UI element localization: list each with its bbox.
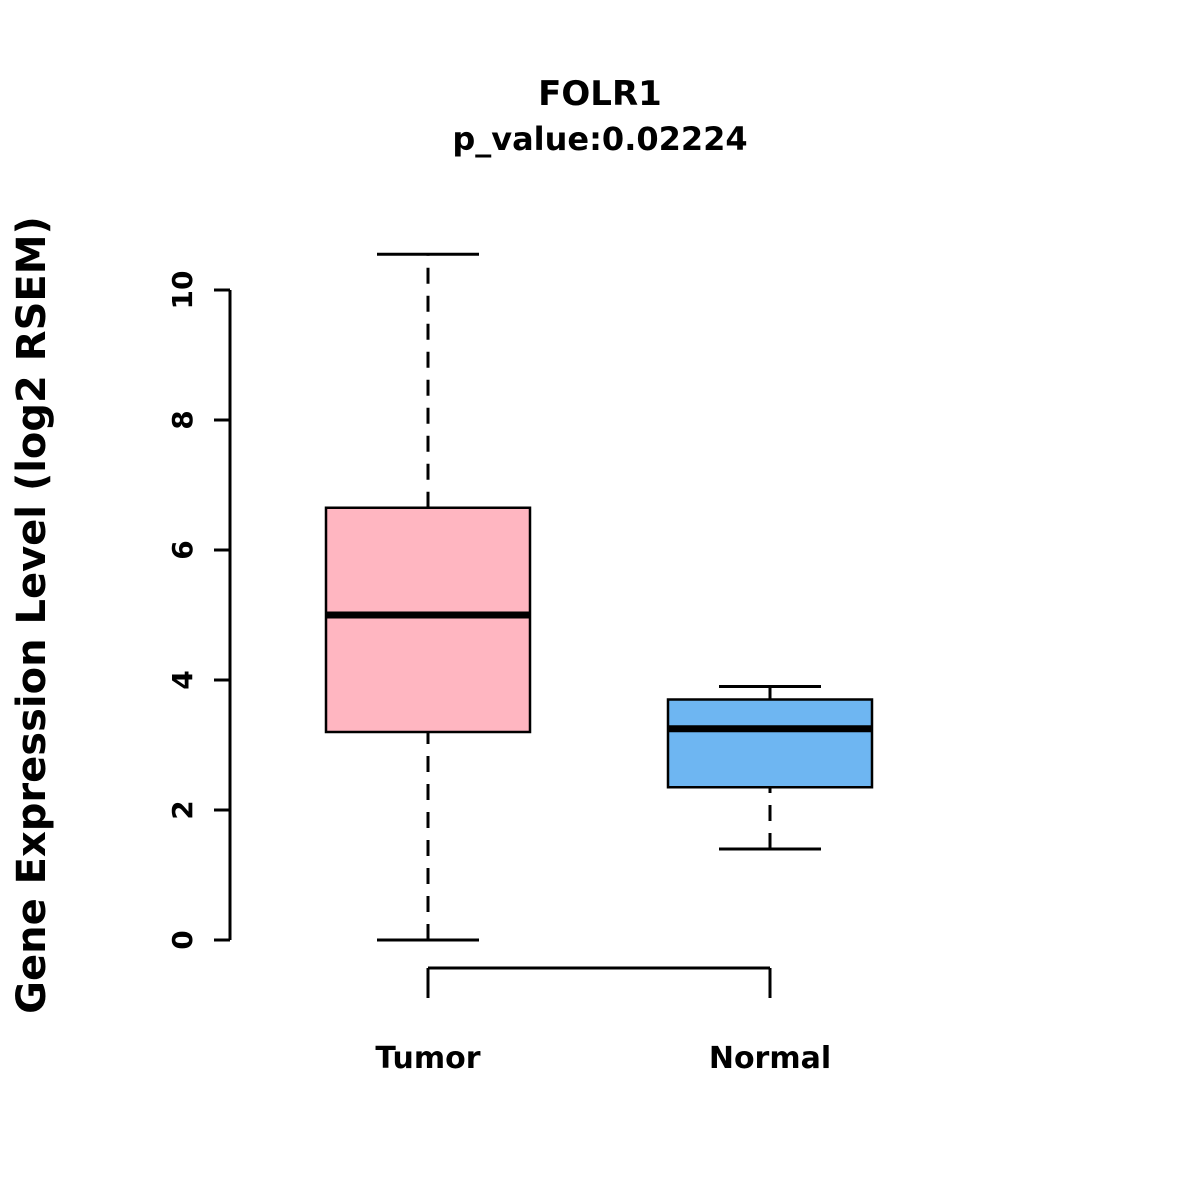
tumor-box xyxy=(324,506,532,734)
y-axis-tick-label: 2 xyxy=(166,800,199,819)
y-axis-tick-label: 6 xyxy=(166,540,199,559)
x-axis-category-label: Normal xyxy=(709,1041,831,1076)
x-axis-category-label: Tumor xyxy=(375,1041,480,1076)
y-axis-label: Gene Expression Level (log2 RSEM) xyxy=(9,216,55,1014)
plot-area: 0 2 4 6 8 10 Tumor Normal xyxy=(166,252,874,1076)
y-axis-tick-label: 4 xyxy=(166,670,199,689)
y-axis-tick-label: 0 xyxy=(166,930,199,949)
normal-box xyxy=(666,698,874,789)
chart-title: FOLR1 xyxy=(538,74,662,114)
y-axis-tick-label: 10 xyxy=(166,271,199,310)
y-axis-tick-label: 8 xyxy=(166,410,199,429)
chart-subtitle: p_value:0.02224 xyxy=(452,120,747,158)
